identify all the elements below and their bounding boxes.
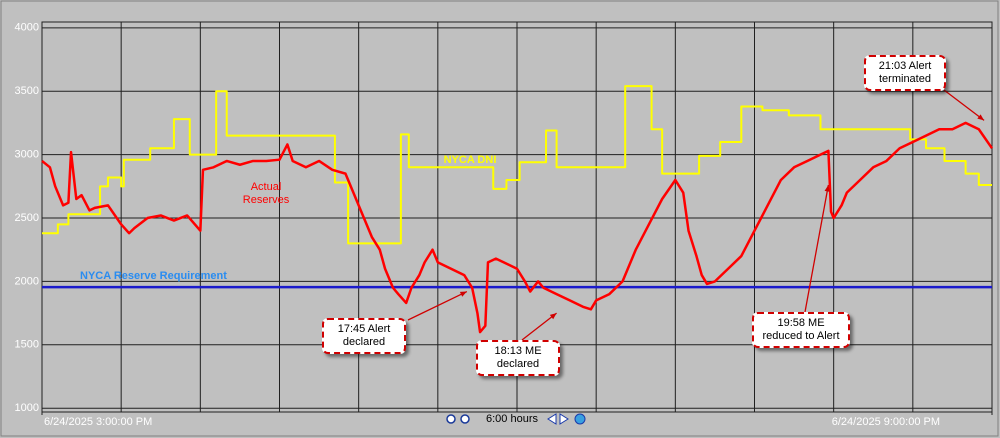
annotation: 19:58 ME reduced to Alert [752, 312, 850, 348]
scroll-right-button[interactable] [559, 413, 569, 425]
arrow-head [549, 313, 557, 320]
annotation-arrow [521, 312, 557, 341]
toolbar: 6:00 hours [446, 413, 586, 425]
x-tick-label: 6/24/2025 9:00:00 PM [832, 416, 940, 428]
time-span: 6:00 hours [486, 413, 538, 425]
arrow-head [824, 185, 830, 192]
zoom-in-button[interactable] [446, 414, 456, 424]
y-tick-label: 2000 [15, 275, 39, 287]
series-label: NYCA DNI [443, 154, 497, 166]
annotation: 21:03 Alert terminated [864, 55, 946, 91]
scroll-left-button[interactable] [547, 413, 557, 425]
y-tick-label: 2500 [15, 212, 39, 224]
annotation-arrow [804, 184, 830, 313]
zoom-out-button[interactable] [460, 414, 470, 424]
y-tick-label: 3500 [15, 85, 39, 97]
y-tick-label: 1000 [15, 402, 39, 414]
y-tick-label: 1500 [15, 339, 39, 351]
annotation: 18:13 ME declared [476, 340, 560, 376]
y-tick-label: 3000 [15, 149, 39, 161]
arrow-head [977, 114, 985, 121]
series-line [41, 121, 994, 334]
series-label: NYCA Reserve Requirement [80, 270, 227, 282]
annotation-arrow [407, 290, 468, 321]
annotation: 17:45 Alert declared [322, 318, 406, 354]
x-tick-label: 6/24/2025 3:00:00 PM [44, 416, 152, 428]
arrow-head [459, 291, 467, 297]
refresh-button[interactable] [574, 413, 586, 425]
annotation-arrow [943, 89, 985, 121]
series-label: Actual Reserves [242, 181, 290, 206]
series-line [42, 85, 992, 245]
y-tick-label: 4000 [15, 22, 39, 34]
